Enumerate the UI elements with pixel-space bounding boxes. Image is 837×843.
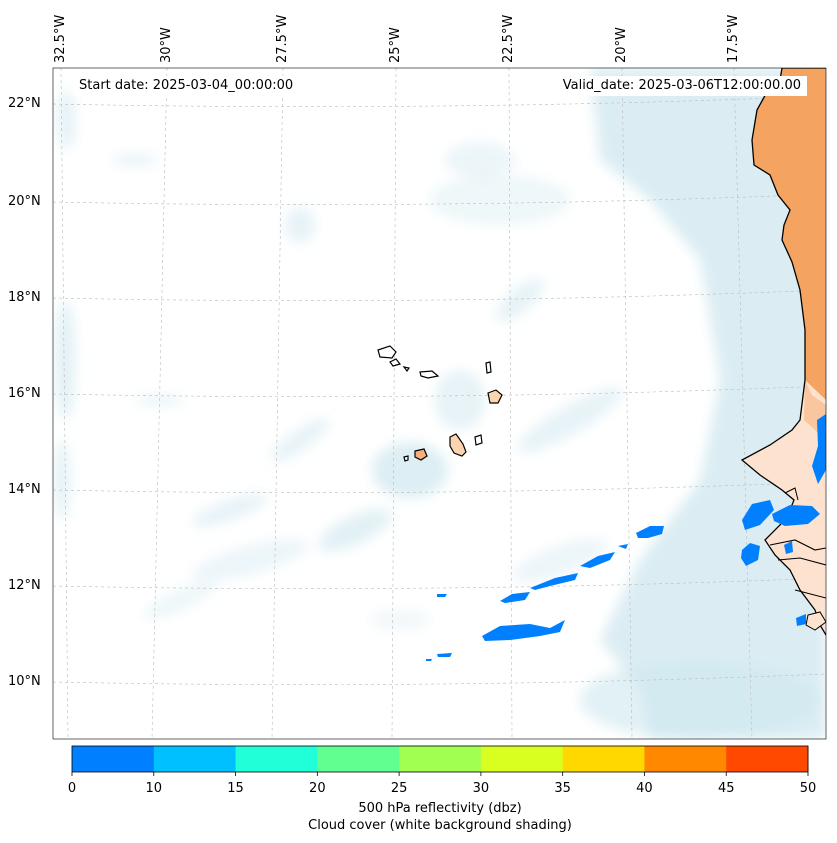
reflectivity-cell	[742, 500, 774, 530]
colorbar-tick-label: 15	[227, 781, 244, 796]
reflectivity-cell	[618, 544, 628, 549]
colorbar-tick-label: 0	[67, 781, 77, 796]
parallel-22n	[53, 95, 826, 107]
parallel-12n	[53, 577, 826, 589]
colorbar-segment	[72, 746, 155, 772]
valid-date-label: Valid_date: 2025-03-06T12:00:00.00	[556, 76, 807, 96]
reflectivity-cell	[741, 543, 760, 566]
latitude-label: 20°N	[8, 194, 41, 209]
colorbar-tick-label: 35	[554, 781, 571, 796]
meridian-27-5w	[271, 68, 284, 739]
island-fogo	[414, 448, 428, 461]
reflectivity-cell	[426, 659, 432, 661]
colorbar-tick-label: 50	[799, 781, 817, 796]
colorbar	[71, 745, 809, 776]
latitude-label: 12°N	[8, 578, 41, 593]
start-date-label: Start date: 2025-03-04_00:00:00	[73, 76, 300, 96]
island-santo-antao	[377, 345, 397, 359]
meridian-25w	[391, 68, 397, 739]
meridian-20w	[621, 68, 633, 739]
colorbar-segment	[562, 746, 645, 772]
island-santiago	[449, 433, 467, 457]
parallel-10n	[53, 673, 826, 685]
latitude-label: 10°N	[8, 674, 41, 689]
island-santa-luzia	[402, 366, 410, 373]
longitude-label: 27.5°W	[275, 14, 290, 63]
colorbar-tick-label: 10	[145, 781, 163, 796]
reflectivity-cell	[500, 592, 530, 603]
colorbar-segment	[726, 746, 809, 772]
longitude-label: 17.5°W	[726, 14, 741, 63]
longitude-label: 32.5°W	[53, 14, 68, 63]
cape-verde-islands	[377, 345, 503, 462]
reflectivity-cell	[784, 541, 793, 554]
colorbar-frame	[71, 745, 809, 773]
parallel-14n	[53, 481, 826, 493]
island-sao-vicente	[389, 358, 402, 367]
colorbar-tick-label: 25	[390, 781, 408, 796]
latitude-label: 14°N	[8, 482, 41, 497]
reflectivity-cell	[482, 620, 565, 641]
meridian-32-5w	[60, 68, 69, 739]
island-boa-vista	[487, 389, 503, 404]
reflectivity-cell	[437, 653, 452, 657]
island-sao-nicolau	[419, 370, 440, 379]
colorbar-segment	[644, 746, 727, 772]
parallel-20n	[53, 193, 826, 205]
reflectivity-cell	[636, 526, 664, 538]
parallel-16n	[53, 385, 826, 397]
meridian-30w	[151, 68, 168, 739]
reflectivity-cells	[426, 414, 826, 661]
reflectivity-cell	[812, 414, 826, 484]
latitude-label: 16°N	[8, 386, 41, 401]
reflectivity-cell	[772, 505, 820, 526]
colorbar-title: 500 hPa reflectivity (dbz)	[358, 801, 522, 816]
reflectivity-cell	[530, 573, 578, 590]
colorbar-tick-label: 30	[472, 781, 490, 796]
colorbar-segment	[399, 746, 482, 772]
colorbar-tick-label: 45	[717, 781, 735, 796]
latitude-label: 22°N	[8, 96, 41, 111]
parallel-18n	[53, 289, 826, 301]
longitude-label: 30°W	[159, 27, 174, 63]
longitude-label: 25°W	[388, 27, 403, 63]
island-brava	[403, 455, 409, 462]
island-maio	[474, 434, 483, 446]
colorbar-segment	[480, 746, 564, 772]
meridian-17-5w	[733, 68, 753, 739]
reflectivity-cell	[580, 552, 615, 568]
colorbar-segment	[235, 746, 318, 772]
latitude-label: 18°N	[8, 290, 41, 305]
longitude-label: 22.5°W	[501, 14, 516, 63]
reflectivity-cell	[796, 614, 806, 626]
longitude-label: 20°W	[614, 27, 629, 63]
island-sal	[485, 361, 492, 374]
reflectivity-cell	[437, 594, 447, 597]
colorbar-segment	[317, 746, 400, 772]
colorbar-subtitle: Cloud cover (white background shading)	[308, 818, 572, 833]
colorbar-segment	[153, 746, 237, 772]
colorbar-tick-label: 40	[636, 781, 653, 796]
map-frame	[52, 67, 827, 740]
colorbar-tick-label: 20	[309, 781, 326, 796]
cloud-cover-shading	[53, 68, 826, 739]
